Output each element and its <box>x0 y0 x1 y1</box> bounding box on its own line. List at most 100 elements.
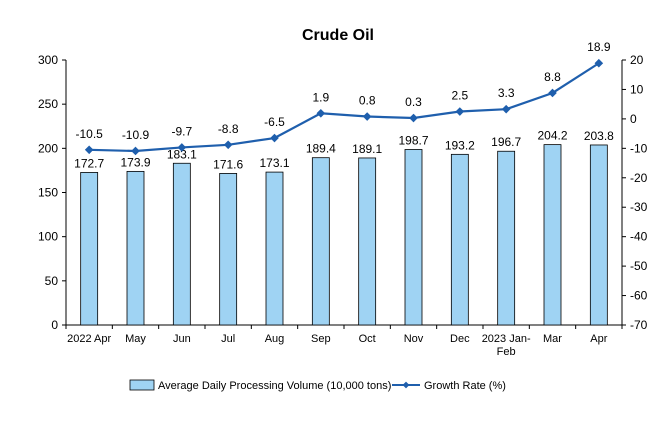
bar-value-label: 198.7 <box>398 133 428 147</box>
legend-line-marker <box>402 381 410 389</box>
x-tick-label-line: Feb <box>497 346 516 358</box>
growth-rate-point <box>223 140 233 150</box>
legend-bar-swatch <box>129 379 155 391</box>
growth-rate-label: 1.9 <box>312 90 329 104</box>
x-tick-label-line: Dec <box>450 333 470 345</box>
right-tick-label: 0 <box>630 112 637 126</box>
bar-value-label: 189.4 <box>306 142 336 156</box>
growth-rate-label: 0.8 <box>359 94 376 108</box>
growth-rate-label: 0.3 <box>405 95 422 109</box>
x-tick-label: Oct <box>359 333 376 345</box>
x-tick-label-line: Apr <box>590 333 607 345</box>
bar-value-label: 171.6 <box>213 157 243 171</box>
bar <box>126 170 145 326</box>
right-tick-label: -30 <box>630 200 648 214</box>
x-tick-label-line: 2023 Jan- <box>482 333 531 345</box>
x-tick-label: 2022 Apr <box>67 333 111 345</box>
x-tick-label: 2023 Jan-Feb <box>482 333 531 358</box>
chart-title: Crude Oil <box>302 27 374 44</box>
bar <box>450 153 469 326</box>
growth-rate-label: -9.7 <box>171 124 192 138</box>
growth-rate-point <box>594 58 604 68</box>
bar-value-label: 189.1 <box>352 142 382 156</box>
growth-rate-point <box>131 146 140 156</box>
bar <box>219 173 238 326</box>
x-tick-label-line: Jun <box>173 333 191 345</box>
x-tick-label: Aug <box>265 333 285 345</box>
bar <box>172 162 191 326</box>
left-tick-label: 100 <box>38 230 58 244</box>
right-tick-label: -50 <box>630 259 648 273</box>
legend: Average Daily Processing Volume (10,000 … <box>129 379 506 392</box>
growth-rate-point <box>548 88 557 98</box>
x-tick-label-line: Oct <box>359 333 376 345</box>
legend-line-label: Growth Rate (%) <box>424 380 506 392</box>
left-tick-label: 0 <box>51 318 58 332</box>
bar <box>543 144 562 326</box>
left-tick-label: 200 <box>38 141 58 155</box>
bar <box>80 172 99 326</box>
bar <box>497 150 516 326</box>
x-tick-label-line: Nov <box>404 333 424 345</box>
right-tick-label: 10 <box>630 82 644 96</box>
growth-rate-label: -10.9 <box>122 128 150 142</box>
growth-rate-label: -6.5 <box>264 115 285 129</box>
bar-value-label: 173.9 <box>120 155 150 169</box>
legend-bar-label: Average Daily Processing Volume (10,000 … <box>158 380 391 392</box>
right-tick-label: -40 <box>630 230 648 244</box>
growth-rate-point <box>362 112 372 121</box>
x-tick-label-line: Jul <box>221 333 235 345</box>
x-tick-label: Jul <box>221 333 235 345</box>
x-tick-label: Mar <box>543 333 562 345</box>
x-tick-label-line: Mar <box>543 333 562 345</box>
x-tick-label-line: 2022 Apr <box>67 333 111 345</box>
left-tick-label: 50 <box>45 274 59 288</box>
bar-value-label: 193.2 <box>445 138 475 152</box>
growth-rate-point <box>455 107 465 116</box>
bar <box>404 149 423 326</box>
bar-value-label: 173.1 <box>259 156 289 170</box>
bar <box>265 171 284 326</box>
right-tick-label: -10 <box>630 141 648 155</box>
growth-rate-point <box>501 104 511 114</box>
x-tick-label: Apr <box>590 333 607 345</box>
bar <box>589 144 608 326</box>
right-tick-label: -70 <box>630 318 648 332</box>
x-tick-label-line: Sep <box>311 333 331 345</box>
x-tick-label: May <box>125 333 146 345</box>
bar <box>358 157 377 326</box>
right-tick-label: 20 <box>630 53 644 67</box>
x-tick-label: Jun <box>173 333 191 345</box>
growth-rate-line <box>89 62 600 153</box>
bar <box>311 157 330 326</box>
bar-value-label: 196.7 <box>491 135 521 149</box>
growth-rate-label: 18.9 <box>587 40 611 54</box>
x-tick-label: Sep <box>311 333 331 345</box>
growth-rate-point <box>409 113 418 123</box>
growth-rate-label: 3.3 <box>498 86 515 100</box>
left-tick-label: 250 <box>38 97 58 111</box>
x-tick-label: Dec <box>450 333 470 345</box>
left-tick-label: 150 <box>38 186 58 200</box>
growth-rate-label: -10.5 <box>75 127 103 141</box>
growth-rate-label: -8.8 <box>218 122 239 136</box>
growth-rate-point <box>270 133 279 143</box>
bar-value-label: 183.1 <box>167 147 197 161</box>
bar-value-label: 172.7 <box>74 156 104 170</box>
bar-value-label: 203.8 <box>584 129 614 143</box>
x-tick-label-line: May <box>125 333 146 345</box>
growth-rate-label: 8.8 <box>544 70 561 84</box>
plot-area: 050100150200250300-70-60-50-40-30-20-100… <box>38 40 648 358</box>
right-tick-label: -20 <box>630 171 648 185</box>
bar-value-label: 204.2 <box>537 129 567 143</box>
left-tick-label: 300 <box>38 53 58 67</box>
right-tick-label: -60 <box>630 289 648 303</box>
growth-rate-point <box>177 143 187 152</box>
growth-rate-point <box>84 145 94 155</box>
growth-rate-point <box>316 108 326 118</box>
x-tick-label: Nov <box>404 333 424 345</box>
x-tick-label-line: Aug <box>265 333 285 345</box>
growth-rate-label: 2.5 <box>451 89 468 103</box>
